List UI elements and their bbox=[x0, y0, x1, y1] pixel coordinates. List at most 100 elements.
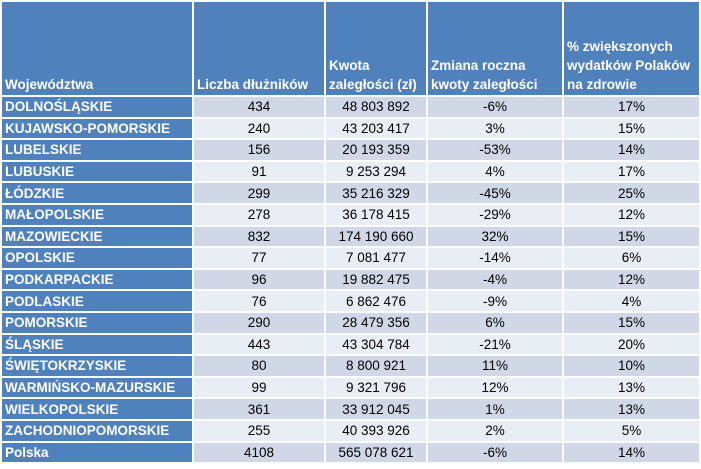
table-row: PODKARPACKIE 96 19 882 475 -4% 12% bbox=[2, 269, 699, 292]
cell-annual-change: 6% bbox=[428, 312, 564, 335]
cell-debt-amount: 28 479 356 bbox=[326, 312, 428, 335]
cell-health-spending: 15% bbox=[564, 118, 699, 141]
table-row: WIELKOPOLSKIE 361 33 912 045 1% 13% bbox=[2, 399, 699, 421]
cell-region: ŚLĄSKIE bbox=[2, 334, 194, 357]
cell-health-spending: 14% bbox=[564, 442, 699, 465]
cell-region: DOLNOŚLĄSKIE bbox=[2, 97, 194, 119]
cell-debtors: 290 bbox=[194, 312, 326, 335]
cell-region: MAŁOPOLSKIE bbox=[2, 204, 194, 227]
cell-region: Polska bbox=[2, 442, 194, 465]
cell-health-spending: 12% bbox=[564, 204, 699, 227]
cell-debtors: 77 bbox=[194, 248, 326, 270]
cell-annual-change: 3% bbox=[428, 118, 564, 141]
cell-debtors: 96 bbox=[194, 269, 326, 292]
cell-annual-change: -29% bbox=[428, 204, 564, 227]
table-row: ŚWIĘTOKRZYSKIE 80 8 800 921 11% 10% bbox=[2, 356, 699, 378]
cell-debtors: 4108 bbox=[194, 442, 326, 465]
cell-debt-amount: 6 862 476 bbox=[326, 291, 428, 313]
cell-region: PODLASKIE bbox=[2, 291, 194, 313]
header-row: Województwa Liczba dłużników Kwota zaleg… bbox=[2, 2, 699, 97]
cell-region: PODKARPACKIE bbox=[2, 269, 194, 292]
cell-annual-change: -9% bbox=[428, 291, 564, 313]
cell-health-spending: 15% bbox=[564, 312, 699, 335]
cell-region: MAZOWIECKIE bbox=[2, 226, 194, 249]
cell-annual-change: 32% bbox=[428, 226, 564, 249]
table-row: ŚLĄSKIE 443 43 304 784 -21% 20% bbox=[2, 334, 699, 357]
table-row: WARMIŃSKO-MAZURSKIE 99 9 321 796 12% 13% bbox=[2, 377, 699, 400]
cell-region: WARMIŃSKO-MAZURSKIE bbox=[2, 377, 194, 400]
header-debtors: Liczba dłużników bbox=[194, 2, 326, 97]
cell-region: POMORSKIE bbox=[2, 312, 194, 335]
cell-debtors: 91 bbox=[194, 161, 326, 184]
header-annual-change: Zmiana roczna kwoty zaległości bbox=[428, 2, 564, 97]
table-row: LUBUSKIE 91 9 253 294 4% 17% bbox=[2, 161, 699, 184]
table-row: ZACHODNIOPOMORSKIE 255 40 393 926 2% 5% bbox=[2, 420, 699, 443]
header-debt-amount: Kwota zaległości (zł) bbox=[326, 2, 428, 97]
table-row: DOLNOŚLĄSKIE 434 48 803 892 -6% 17% bbox=[2, 97, 699, 119]
cell-region: ZACHODNIOPOMORSKIE bbox=[2, 420, 194, 443]
cell-annual-change: -6% bbox=[428, 442, 564, 465]
table-body: DOLNOŚLĄSKIE 434 48 803 892 -6% 17% KUJAWSKO-… bbox=[2, 97, 699, 465]
cell-debt-amount: 40 393 926 bbox=[326, 420, 428, 443]
table-row: MAŁOPOLSKIE 278 36 178 415 -29% 12% bbox=[2, 204, 699, 227]
cell-health-spending: 17% bbox=[564, 97, 699, 119]
cell-health-spending: 6% bbox=[564, 248, 699, 270]
table-row: KUJAWSKO-POMORSKIE 240 43 203 417 3% 15% bbox=[2, 118, 699, 141]
cell-debtors: 434 bbox=[194, 97, 326, 119]
cell-debtors: 443 bbox=[194, 334, 326, 357]
cell-annual-change: 11% bbox=[428, 356, 564, 378]
cell-health-spending: 15% bbox=[564, 226, 699, 249]
cell-debt-amount: 9 253 294 bbox=[326, 161, 428, 184]
cell-annual-change: -14% bbox=[428, 248, 564, 270]
cell-debtors: 240 bbox=[194, 118, 326, 141]
header-region: Województwa bbox=[2, 2, 194, 97]
cell-debt-amount: 33 912 045 bbox=[326, 399, 428, 421]
cell-annual-change: 4% bbox=[428, 161, 564, 184]
cell-region: LUBELSKIE bbox=[2, 140, 194, 162]
cell-region: ŁÓDZKIE bbox=[2, 183, 194, 205]
cell-debt-amount: 9 321 796 bbox=[326, 377, 428, 400]
cell-debtors: 278 bbox=[194, 204, 326, 227]
table-row: PODLASKIE 76 6 862 476 -9% 4% bbox=[2, 291, 699, 313]
cell-health-spending: 20% bbox=[564, 334, 699, 357]
cell-health-spending: 12% bbox=[564, 269, 699, 292]
cell-debt-amount: 43 304 784 bbox=[326, 334, 428, 357]
cell-annual-change: -6% bbox=[428, 97, 564, 119]
cell-health-spending: 17% bbox=[564, 161, 699, 184]
cell-debtors: 832 bbox=[194, 226, 326, 249]
cell-debtors: 99 bbox=[194, 377, 326, 400]
cell-annual-change: -4% bbox=[428, 269, 564, 292]
cell-debt-amount: 8 800 921 bbox=[326, 356, 428, 378]
table-row: POMORSKIE 290 28 479 356 6% 15% bbox=[2, 312, 699, 335]
cell-region: OPOLSKIE bbox=[2, 248, 194, 270]
cell-health-spending: 5% bbox=[564, 420, 699, 443]
cell-annual-change: 2% bbox=[428, 420, 564, 443]
cell-health-spending: 10% bbox=[564, 356, 699, 378]
cell-debt-amount: 35 216 329 bbox=[326, 183, 428, 205]
table-row-total: Polska 4108 565 078 621 -6% 14% bbox=[2, 442, 699, 465]
cell-debt-amount: 7 081 477 bbox=[326, 248, 428, 270]
table-row: ŁÓDZKIE 299 35 216 329 -45% 25% bbox=[2, 183, 699, 205]
cell-annual-change: -21% bbox=[428, 334, 564, 357]
cell-region: LUBUSKIE bbox=[2, 161, 194, 184]
cell-debtors: 299 bbox=[194, 183, 326, 205]
cell-annual-change: -53% bbox=[428, 140, 564, 162]
cell-health-spending: 14% bbox=[564, 140, 699, 162]
cell-debtors: 361 bbox=[194, 399, 326, 421]
table-row: MAZOWIECKIE 832 174 190 660 32% 15% bbox=[2, 226, 699, 249]
cell-region: KUJAWSKO-POMORSKIE bbox=[2, 118, 194, 141]
header-health-spending: % zwiększonych wydatków Polaków na zdrow… bbox=[564, 2, 699, 97]
cell-debtors: 255 bbox=[194, 420, 326, 443]
cell-annual-change: 12% bbox=[428, 377, 564, 400]
cell-region: WIELKOPOLSKIE bbox=[2, 399, 194, 421]
cell-region: ŚWIĘTOKRZYSKIE bbox=[2, 356, 194, 378]
cell-debtors: 76 bbox=[194, 291, 326, 313]
cell-health-spending: 4% bbox=[564, 291, 699, 313]
cell-debt-amount: 20 193 359 bbox=[326, 140, 428, 162]
cell-annual-change: -45% bbox=[428, 183, 564, 205]
cell-debtors: 156 bbox=[194, 140, 326, 162]
cell-debtors: 80 bbox=[194, 356, 326, 378]
cell-debt-amount: 19 882 475 bbox=[326, 269, 428, 292]
cell-debt-amount: 43 203 417 bbox=[326, 118, 428, 141]
